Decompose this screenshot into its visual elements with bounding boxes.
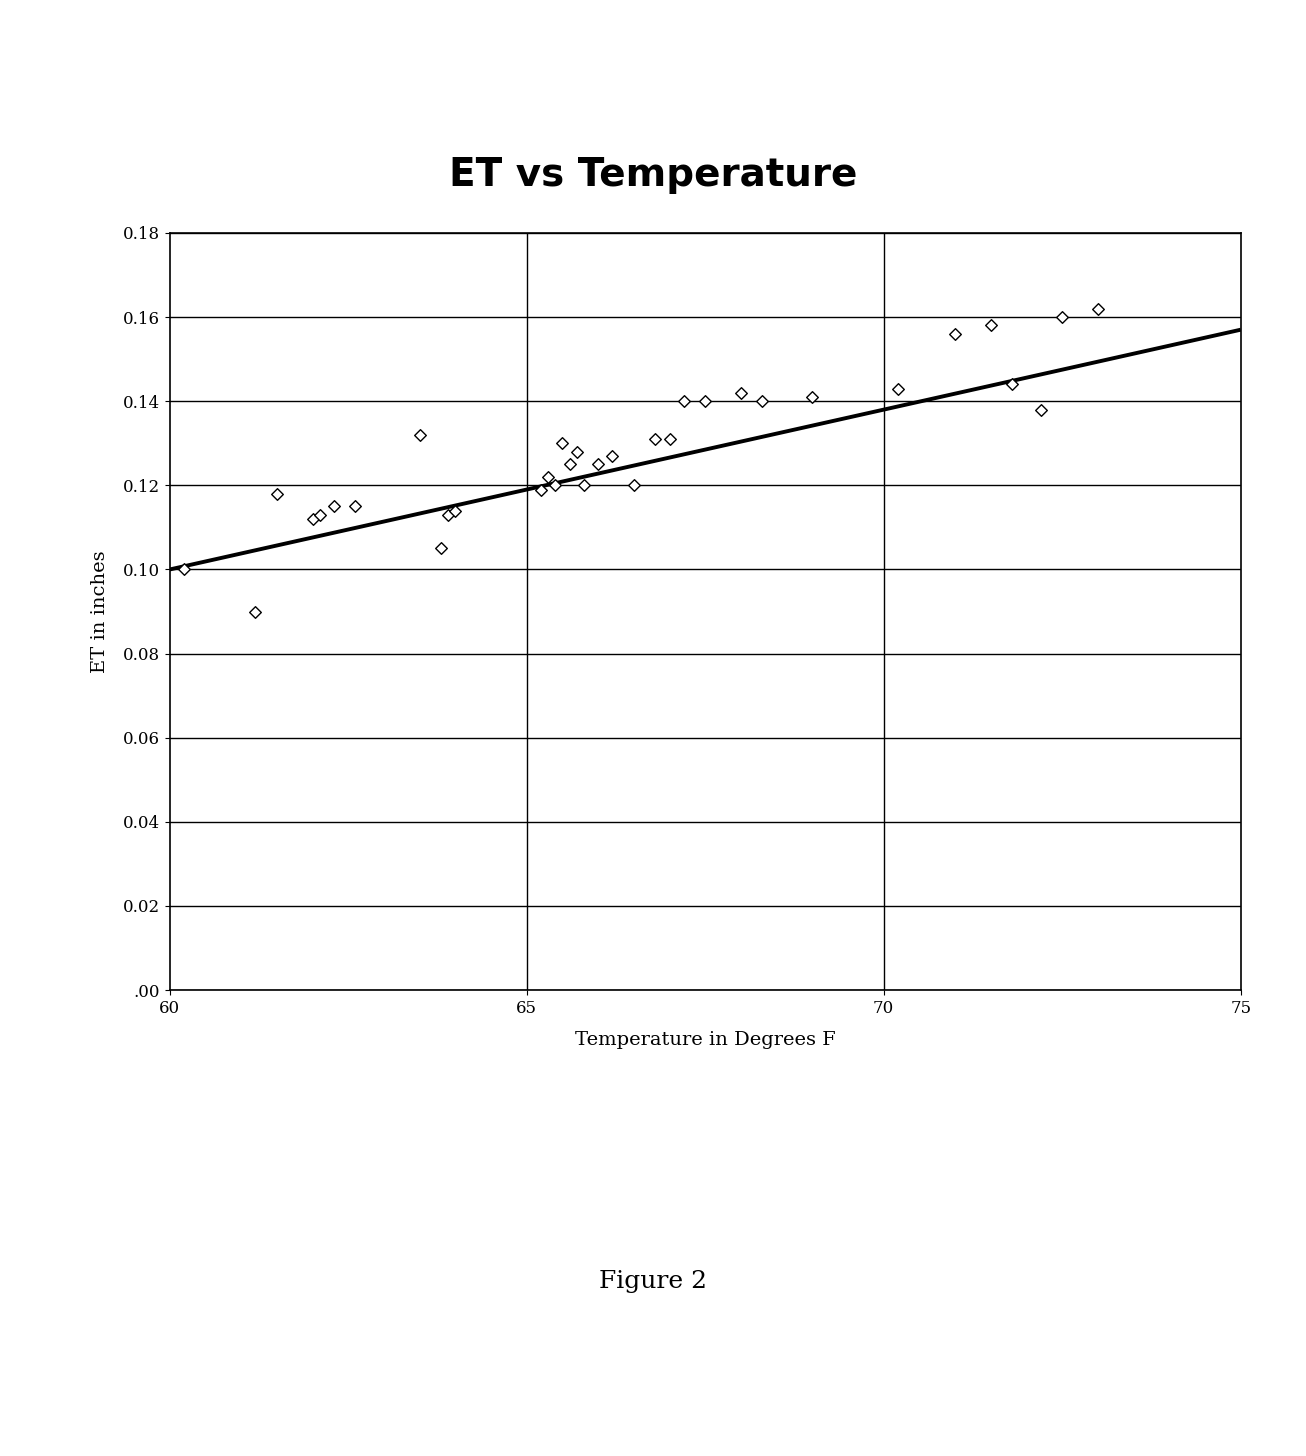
X-axis label: Temperature in Degrees F: Temperature in Degrees F — [575, 1031, 836, 1048]
Point — [660, 428, 680, 451]
Point — [802, 386, 823, 409]
Point — [1002, 373, 1023, 396]
Point — [645, 428, 666, 451]
Point — [752, 390, 773, 414]
Point — [1030, 397, 1051, 421]
Text: Figure 2: Figure 2 — [599, 1270, 707, 1293]
Point — [588, 453, 609, 476]
Point — [730, 381, 751, 405]
Point — [573, 473, 594, 496]
Point — [695, 390, 716, 414]
Point — [888, 377, 909, 400]
Point — [438, 504, 458, 527]
Point — [174, 558, 195, 581]
Point — [310, 504, 330, 527]
Point — [345, 495, 366, 518]
Point — [623, 473, 644, 496]
Point — [302, 507, 323, 530]
Point — [266, 482, 287, 505]
Point — [409, 424, 430, 447]
Point — [538, 466, 559, 489]
Point — [1088, 297, 1109, 320]
Point — [445, 499, 466, 523]
Point — [246, 600, 266, 623]
Point — [559, 453, 580, 476]
Point — [674, 390, 695, 414]
Point — [944, 322, 965, 345]
Point — [981, 314, 1002, 338]
Text: ET vs Temperature: ET vs Temperature — [449, 156, 857, 194]
Point — [1051, 306, 1072, 329]
Point — [567, 440, 588, 463]
Y-axis label: ET in inches: ET in inches — [91, 550, 108, 673]
Point — [431, 537, 452, 561]
Point — [602, 444, 623, 467]
Point — [324, 495, 345, 518]
Point — [552, 431, 573, 454]
Point — [530, 478, 551, 501]
Point — [545, 473, 565, 496]
